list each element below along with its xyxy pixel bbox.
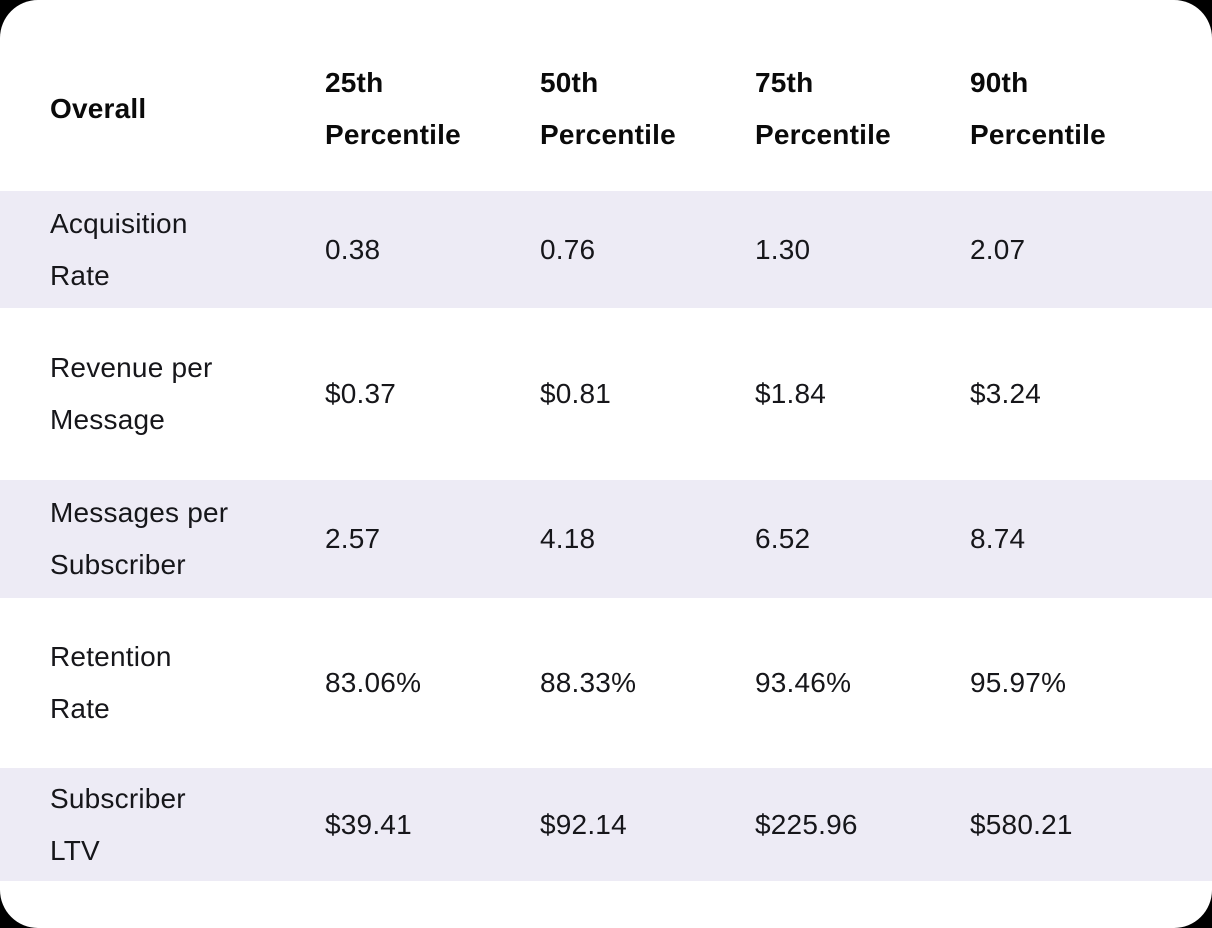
cell-value: $0.37 [325, 378, 397, 409]
cell-value: $225.96 [755, 808, 858, 840]
cell-value: 0.76 [540, 233, 596, 265]
cell-value: 8.74 [970, 523, 1026, 554]
cell-value: 4.18 [540, 523, 596, 554]
cell-value: 2.57 [325, 523, 381, 554]
cell-value: 0.38 [325, 233, 381, 265]
table-row-acquisition-rate: Acquisition Rate 0.38 0.76 1.30 2.07 [0, 191, 1212, 308]
cell-value: 83.06% [325, 667, 422, 698]
column-header-50th-percentile: 50th Percentile [540, 66, 676, 150]
row-label: Revenue per Message [50, 352, 213, 435]
cell-value: 1.30 [755, 233, 811, 265]
cell-value: 93.46% [755, 667, 852, 698]
row-label: Acquisition Rate [50, 207, 188, 291]
column-header-25th-percentile: 25th Percentile [325, 66, 461, 150]
row-label: Subscriber LTV [50, 782, 186, 866]
cell-value: 6.52 [755, 523, 811, 554]
column-header-90th-percentile: 90th Percentile [970, 66, 1106, 150]
cell-value: $39.41 [325, 808, 412, 840]
cell-value: $92.14 [540, 808, 627, 840]
cell-value: 88.33% [540, 667, 637, 698]
table-row-revenue-per-message: Revenue per Message $0.37 $0.81 $1.84 $3… [0, 308, 1212, 480]
column-header-75th-percentile: 75th Percentile [755, 66, 891, 150]
table-row-subscriber-ltv: Subscriber LTV $39.41 $92.14 $225.96 $58… [0, 768, 1212, 881]
cell-value: $580.21 [970, 808, 1073, 840]
cell-value: $3.24 [970, 378, 1042, 409]
table-row-messages-per-subscriber: Messages per Subscriber 2.57 4.18 6.52 8… [0, 480, 1212, 598]
table-row-retention-rate: Retention Rate 83.06% 88.33% 93.46% 95.9… [0, 598, 1212, 768]
cell-value: $0.81 [540, 378, 612, 409]
cell-value: 2.07 [970, 233, 1026, 265]
column-header-overall: Overall [50, 92, 147, 124]
table-header-row: Overall 25th Percentile 50th Percentile … [0, 0, 1212, 191]
cell-value: $1.84 [755, 378, 827, 409]
cell-value: 95.97% [970, 667, 1067, 698]
row-label: Retention Rate [50, 641, 172, 724]
row-label: Messages per Subscriber [50, 497, 229, 580]
percentile-table: Overall 25th Percentile 50th Percentile … [0, 0, 1212, 881]
